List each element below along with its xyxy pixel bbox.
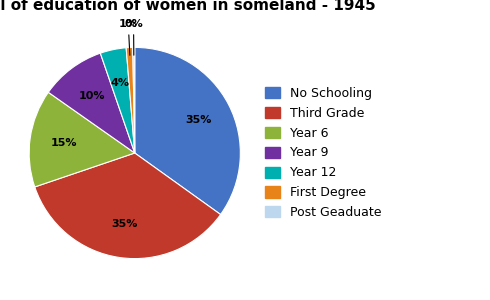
Wedge shape (133, 47, 135, 153)
Title: Highest level of education of women in someland - 1945: Highest level of education of women in s… (0, 0, 376, 13)
Wedge shape (126, 47, 135, 153)
Wedge shape (35, 153, 220, 259)
Legend: No Schooling, Third Grade, Year 6, Year 9, Year 12, First Degree, Post Geaduate: No Schooling, Third Grade, Year 6, Year … (260, 82, 386, 224)
Wedge shape (135, 47, 241, 214)
Text: 4%: 4% (111, 78, 129, 88)
Wedge shape (100, 48, 135, 153)
Text: 10%: 10% (78, 91, 105, 100)
Text: 0%: 0% (124, 19, 143, 55)
Text: 35%: 35% (111, 219, 137, 229)
Text: 15%: 15% (50, 138, 77, 148)
Wedge shape (29, 92, 135, 187)
Text: 35%: 35% (185, 115, 212, 125)
Text: 1%: 1% (119, 19, 138, 55)
Wedge shape (49, 53, 135, 153)
